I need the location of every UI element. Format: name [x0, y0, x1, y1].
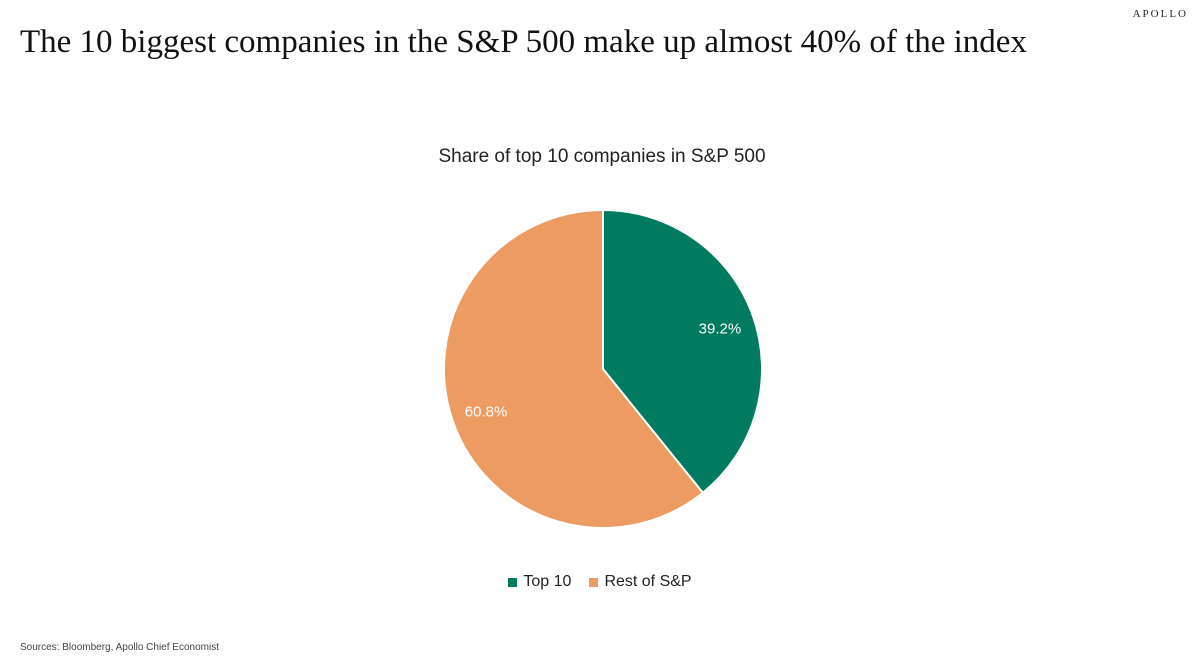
pie-label-rest-of-sp: 60.8%	[465, 403, 508, 420]
headline: The 10 biggest companies in the S&P 500 …	[20, 24, 1027, 60]
pie-label-top-10: 39.2%	[699, 321, 742, 338]
pie-slice-top-10	[602, 208, 763, 495]
legend-label-rest-of-sp: Rest of S&P	[604, 573, 692, 590]
pie-slice-rest-of-sp	[443, 208, 705, 529]
source-note: Sources: Bloomberg, Apollo Chief Economi…	[20, 642, 219, 653]
legend-item-rest-of-sp: Rest of S&P	[589, 573, 692, 591]
legend-item-top-10: Top 10	[508, 573, 571, 591]
legend-swatch-rest-of-sp	[589, 577, 599, 587]
legend: Top 10 Rest of S&P	[0, 573, 1200, 591]
legend-label-top-10: Top 10	[523, 573, 572, 590]
brand-logo: APOLLO	[1132, 8, 1188, 20]
legend-swatch-top-10	[508, 577, 518, 587]
chart-title: Share of top 10 companies in S&P 500	[438, 146, 766, 167]
